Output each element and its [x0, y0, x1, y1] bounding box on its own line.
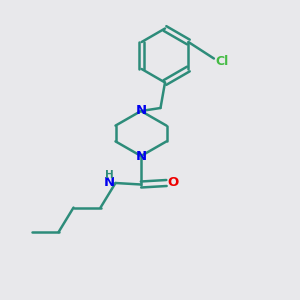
Text: N: N: [103, 176, 115, 190]
Text: H: H: [104, 169, 113, 180]
Text: Cl: Cl: [216, 55, 229, 68]
Text: N: N: [135, 104, 147, 117]
Text: O: O: [167, 176, 178, 190]
Text: N: N: [135, 150, 147, 163]
